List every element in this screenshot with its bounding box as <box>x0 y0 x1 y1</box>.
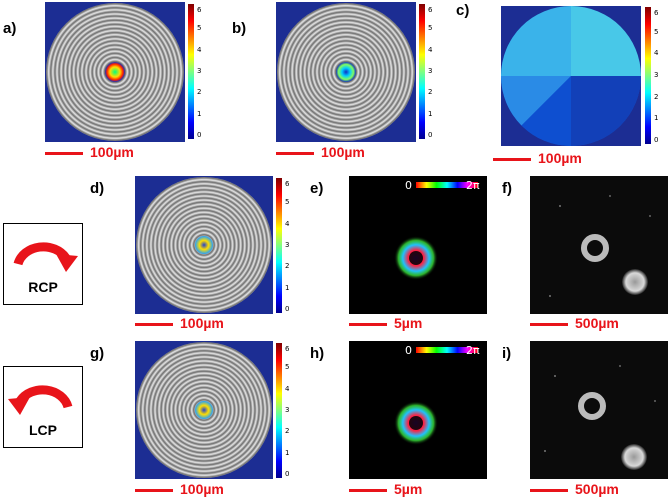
rcp-label: RCP <box>28 279 58 295</box>
colorbar-tick: 5 <box>197 24 202 33</box>
colorbar-d: 6 5 4 3 2 1 0 <box>276 178 289 313</box>
colorbar-tick: 3 <box>285 406 290 414</box>
colorbar-gradient <box>188 4 194 139</box>
scalebar-label: 500µm <box>575 481 619 497</box>
colorbar-gradient <box>276 178 282 313</box>
spiral-hologram-panel-g <box>135 341 273 479</box>
scalebar-label: 100µm <box>180 315 224 331</box>
colorbar-tick: 4 <box>285 219 290 228</box>
curved-arrow-clockwise-icon <box>13 242 78 272</box>
vortex-phase-panel-e <box>349 176 487 314</box>
scalebar-label: 100µm <box>538 150 582 166</box>
colorbar-tick: 5 <box>285 198 290 207</box>
colorbar-tick: 5 <box>428 24 433 33</box>
colorbar-tick: 1 <box>285 283 290 292</box>
colorbar-b: 6 5 4 3 2 1 0 <box>419 4 432 139</box>
colorbar-c: 6 5 4 3 2 1 0 <box>645 7 658 144</box>
scalebar-label: 500µm <box>575 315 619 331</box>
colorbar-tick: 2 <box>285 262 290 271</box>
panel-label-a: a) <box>3 20 17 37</box>
colorbar-tick: 3 <box>285 241 290 249</box>
measured-intensity-panel-f <box>530 176 668 314</box>
phase-legend-max: 2π <box>466 344 480 357</box>
hologram-panel-a <box>45 2 185 142</box>
panel-label-e: e) <box>310 180 324 197</box>
colorbar-tick: 0 <box>654 136 659 144</box>
curved-arrow-counterclockwise-icon <box>8 385 73 415</box>
colorbar-tick: 0 <box>197 131 202 139</box>
colorbar-tick: 0 <box>285 305 290 313</box>
colorbar-tick: 3 <box>197 67 202 75</box>
colorbar-a: 6 5 4 3 2 1 0 <box>188 4 201 139</box>
scalebar-label: 100µm <box>180 481 224 497</box>
hologram-panel-b <box>276 2 416 142</box>
panel-label-h: h) <box>310 345 325 362</box>
measured-intensity-panel-i <box>530 341 668 479</box>
colorbar-tick: 4 <box>654 49 659 58</box>
colorbar-tick: 2 <box>197 88 202 97</box>
colorbar-tick: 1 <box>428 109 433 118</box>
spiral-hologram-panel-d <box>135 176 273 314</box>
colorbar-tick: 5 <box>285 363 290 372</box>
vortex-phase-panel-h <box>349 341 487 479</box>
colorbar-tick: 6 <box>428 6 433 14</box>
panel-label-i: i) <box>502 345 512 362</box>
colorbar-tick: 0 <box>428 131 433 139</box>
phase-legend-min: 0 <box>405 344 412 357</box>
colorbar-tick: 3 <box>654 71 659 79</box>
colorbar-tick: 1 <box>654 114 659 123</box>
colorbar-tick: 2 <box>428 88 433 97</box>
colorbar-tick: 6 <box>285 345 290 353</box>
colorbar-tick: 5 <box>654 27 659 36</box>
colorbar-tick: 1 <box>197 109 202 118</box>
colorbar-tick: 3 <box>428 67 433 75</box>
colorbar-tick: 2 <box>654 92 659 101</box>
colorbar-gradient <box>645 7 651 144</box>
lcp-label: LCP <box>29 422 57 438</box>
scalebar-label: 5µm <box>394 315 423 331</box>
lcp-indicator: LCP <box>3 366 83 448</box>
colorbar-tick: 6 <box>285 180 290 188</box>
scalebar-label: 5µm <box>394 481 423 497</box>
colorbar-tick: 0 <box>285 470 290 478</box>
colorbar-tick: 4 <box>197 45 202 54</box>
colorbar-tick: 6 <box>654 9 659 17</box>
colorbar-tick: 6 <box>197 6 202 14</box>
colorbar-tick: 1 <box>285 448 290 457</box>
colorbar-g: 6 5 4 3 2 1 0 <box>276 343 289 478</box>
rcp-indicator: RCP <box>3 223 83 305</box>
colorbar-tick: 4 <box>285 384 290 393</box>
phase-mask-panel-c <box>501 6 641 146</box>
colorbar-tick: 2 <box>285 427 290 436</box>
colorbar-gradient <box>419 4 425 139</box>
scalebar-label: 100µm <box>90 144 134 160</box>
panel-label-b: b) <box>232 20 247 37</box>
panel-label-c: c) <box>456 2 470 19</box>
panel-label-g: g) <box>90 345 105 362</box>
colorbar-gradient <box>276 343 282 478</box>
panel-label-d: d) <box>90 180 105 197</box>
phase-legend-max: 2π <box>466 179 480 192</box>
phase-legend-min: 0 <box>405 179 412 192</box>
panel-label-f: f) <box>502 180 512 197</box>
colorbar-tick: 4 <box>428 45 433 54</box>
scalebar-label: 100µm <box>321 144 365 160</box>
